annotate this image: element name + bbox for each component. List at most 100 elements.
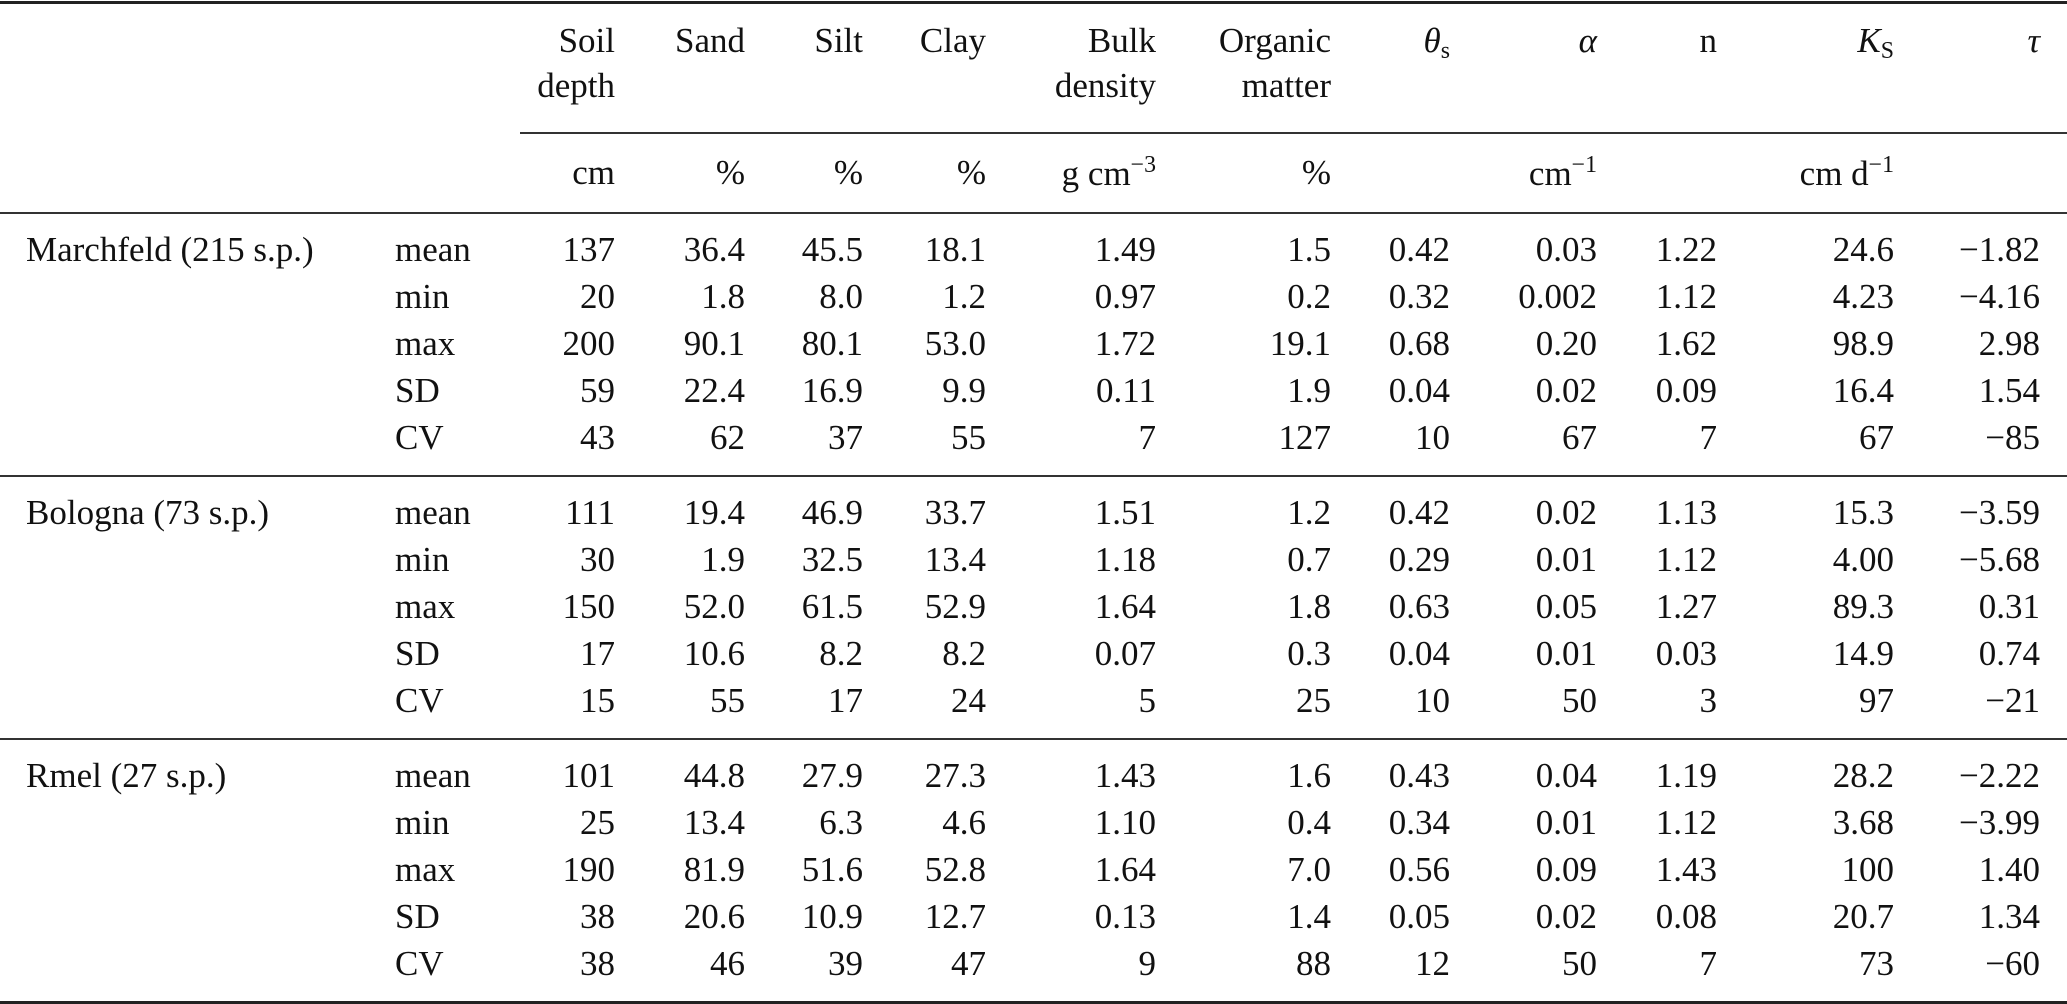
column-header-subscript: S	[1880, 37, 1894, 64]
statistic-label: mean	[395, 493, 471, 532]
value-cell: 0.04	[1388, 634, 1450, 673]
statistic-label: min	[395, 540, 450, 579]
site-label: Marchfeld (215 s.p.)	[26, 230, 314, 269]
value-cell: 98.9	[1832, 324, 1894, 363]
value-cell: 43	[520, 414, 615, 477]
value-cell: 0.04	[1535, 756, 1597, 795]
column-header: Bulk density	[986, 1, 1156, 134]
value-cell: 15	[520, 677, 615, 740]
unit-label: g cm	[1061, 154, 1131, 194]
value-cell: 18.1	[924, 230, 986, 269]
table-row: min 30 1.9 32.5 13.4 1.18 0.7 0.29 0.01 1.12 4.00 −…	[0, 536, 2067, 583]
column-header: KS	[1717, 1, 1894, 134]
value-cell: 1.51	[1094, 493, 1156, 532]
value-cell: 1.13	[1655, 493, 1717, 532]
value-cell: 1.10	[1094, 803, 1156, 842]
empty-cell	[0, 320, 390, 367]
value-cell: −2.22	[1959, 756, 2040, 795]
value-cell: −60	[1894, 940, 2067, 1004]
table-row: SD 59 22.4 16.9 9.9 0.11 1.9 0.04 0.02 0.09 16.4 1.…	[0, 367, 2067, 414]
value-cell: 0.56	[1388, 850, 1450, 889]
table-row: CV 38 46 39 47 9 88 12 50 7 73 −60	[0, 940, 2067, 1004]
value-cell: 5	[986, 677, 1156, 740]
value-cell: 0.63	[1388, 587, 1450, 626]
value-cell: 55	[863, 414, 986, 477]
column-header-label: Bulk	[1087, 21, 1156, 60]
value-cell: 13.4	[683, 803, 745, 842]
value-cell: 80.1	[801, 324, 863, 363]
column-header: Soil depth	[520, 1, 615, 134]
value-cell: 10.6	[683, 634, 745, 673]
value-cell: 1.27	[1655, 587, 1717, 626]
value-cell: 8.2	[819, 634, 863, 673]
value-cell: 101	[562, 756, 616, 795]
value-cell: 52.0	[683, 587, 745, 626]
statistic-label: min	[395, 277, 450, 316]
value-cell: 33.7	[924, 493, 986, 532]
value-cell: 0.01	[1535, 803, 1597, 842]
value-cell: 0.74	[1978, 634, 2040, 673]
value-cell: 52.9	[924, 587, 986, 626]
value-cell: 137	[562, 230, 616, 269]
column-unit	[1894, 133, 2067, 214]
value-cell: 1.34	[1978, 897, 2040, 936]
value-cell: −21	[1894, 677, 2067, 740]
value-cell: 51.6	[801, 850, 863, 889]
value-cell: 39	[745, 940, 863, 1004]
unit-label: cm	[572, 153, 615, 192]
table-row: min 20 1.8 8.0 1.2 0.97 0.2 0.32 0.002 1.12 4.23 −4…	[0, 273, 2067, 320]
unit-exponent: −3	[1130, 151, 1156, 178]
statistic-label: max	[395, 850, 456, 889]
value-cell: 0.05	[1388, 897, 1450, 936]
statistic-label: SD	[395, 371, 440, 410]
empty-header-cell	[390, 1, 520, 133]
value-cell: 4.6	[942, 803, 986, 842]
table-row: min 25 13.4 6.3 4.6 1.10 0.4 0.34 0.01 1.12 3.68 −3…	[0, 799, 2067, 846]
column-header: θs	[1331, 1, 1450, 134]
value-cell: 0.2	[1287, 277, 1331, 316]
value-cell: 46	[615, 940, 745, 1004]
table-body: Marchfeld (215 s.p.) mean 137 36.4 45.5 18.1 1…	[0, 213, 2067, 1004]
value-cell: 38	[520, 940, 615, 1004]
value-cell: 1.2	[942, 277, 986, 316]
column-header-label: Sand	[675, 21, 745, 60]
column-header-label: K	[1857, 21, 1881, 60]
column-header: Clay	[863, 1, 986, 134]
value-cell: 25	[1156, 677, 1331, 740]
value-cell: 9.9	[942, 371, 986, 410]
statistic-label: max	[395, 324, 456, 363]
value-cell: 1.19	[1655, 756, 1717, 795]
empty-cell	[0, 273, 390, 320]
value-cell: 12.7	[924, 897, 986, 936]
unit-label: %	[1301, 153, 1331, 192]
empty-units-cell	[0, 133, 390, 214]
value-cell: 19.4	[683, 493, 745, 532]
column-header: Silt	[745, 1, 863, 134]
column-header-label: α	[1578, 21, 1597, 60]
value-cell: 97	[1717, 677, 1894, 740]
value-cell: 190	[562, 850, 616, 889]
value-cell: 37	[745, 414, 863, 477]
value-cell: 0.7	[1287, 540, 1331, 579]
value-cell: 10.9	[801, 897, 863, 936]
column-header-label-line2: matter	[1241, 66, 1331, 105]
table-row: CV 15 55 17 24 5 25 10 50 3 97 −21	[0, 677, 2067, 740]
value-cell: 67	[1450, 414, 1597, 477]
units-row: cm%%% g cm−3% cm−1 cm d−1	[0, 133, 2067, 214]
value-cell: 46.9	[801, 493, 863, 532]
statistic-label: mean	[395, 756, 471, 795]
value-cell: 0.02	[1535, 371, 1597, 410]
value-cell: 22.4	[683, 371, 745, 410]
value-cell: 0.08	[1655, 897, 1717, 936]
value-cell: 0.02	[1535, 493, 1597, 532]
value-cell: 0.29	[1388, 540, 1450, 579]
value-cell: 89.3	[1832, 587, 1894, 626]
value-cell: 100	[1841, 850, 1895, 889]
column-header-label: Silt	[814, 21, 863, 60]
value-cell: 10	[1331, 677, 1450, 740]
unit-label: cm d	[1799, 154, 1869, 194]
site-label: Bologna (73 s.p.)	[26, 493, 270, 532]
statistic-label: CV	[390, 677, 520, 740]
value-cell: −4.16	[1959, 277, 2040, 316]
value-cell: 1.72	[1094, 324, 1156, 363]
